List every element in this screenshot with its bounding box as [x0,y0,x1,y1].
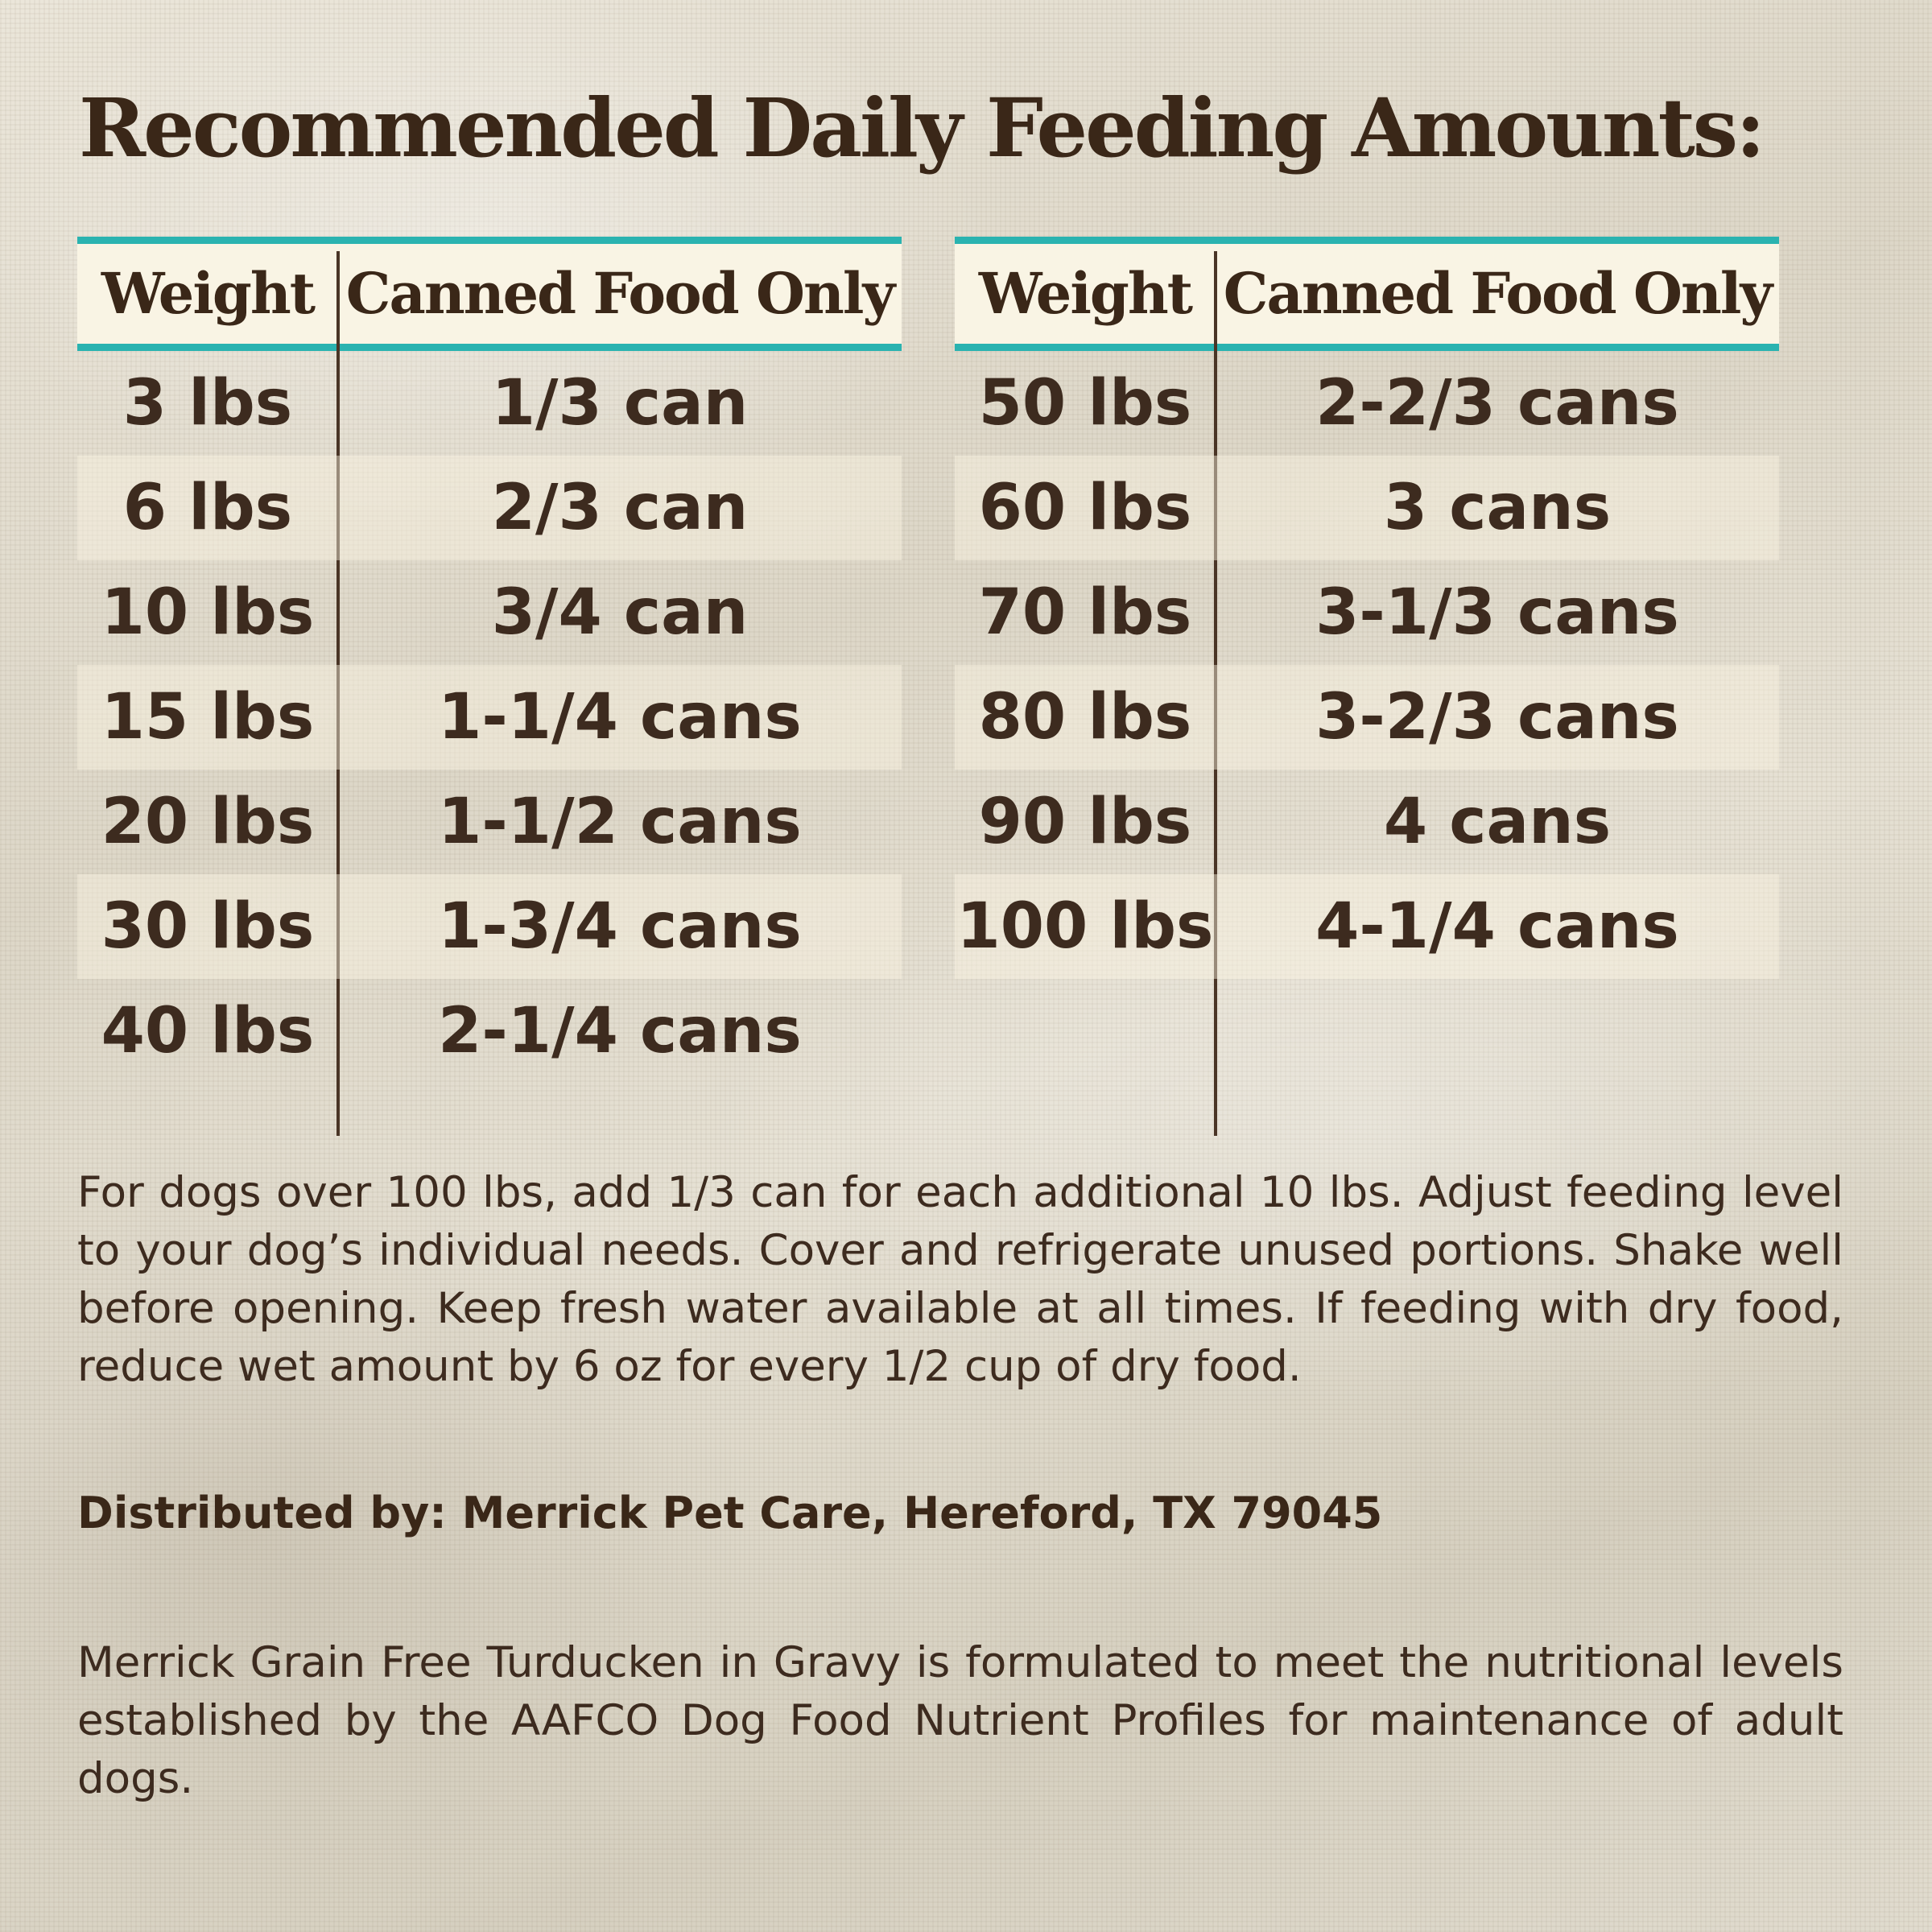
table-row: 3 lbs 1/3 can [77,351,902,456]
weight-cell: 6 lbs [122,472,293,544]
table-row: 70 lbs 3-1/3 cans [955,560,1779,665]
amount-cell: 1-1/2 cans [438,786,802,858]
table-header: Weight Canned Food Only [955,237,1779,351]
weight-cell: 70 lbs [978,576,1192,649]
table-row: 60 lbs 3 cans [955,456,1779,560]
table-row: 50 lbs 2-2/3 cans [955,351,1779,456]
weight-cell: 40 lbs [101,995,315,1067]
amount-column-header: Canned Food Only [1223,260,1773,327]
amount-cell: 1-1/4 cans [438,681,802,753]
table-row: 30 lbs 1-3/4 cans [77,874,902,979]
table-header: Weight Canned Food Only [77,237,902,351]
aafco-statement: Merrick Grain Free Turducken in Gravy is… [77,1638,1843,1803]
weight-cell: 15 lbs [101,681,315,753]
amount-cell: 2-1/4 cans [438,995,802,1067]
amount-cell: 2-2/3 cans [1315,367,1679,440]
table-row: 20 lbs 1-1/2 cans [77,770,902,874]
weight-column-header: Weight [978,260,1193,327]
table-row: 15 lbs 1-1/4 cans [77,665,902,770]
feeding-table-right: Weight Canned Food Only 50 lbs 2-2/3 can… [955,237,1779,1136]
table-row: 100 lbs 4-1/4 cans [955,874,1779,979]
amount-cell: 2/3 can [491,472,749,544]
distributor-line: Distributed by: Merrick Pet Care, Herefo… [77,1488,1383,1538]
table-body: 50 lbs 2-2/3 cans 60 lbs 3 cans 70 lbs 3… [955,251,1779,1136]
table-row: 6 lbs 2/3 can [77,456,902,560]
weight-cell: 10 lbs [101,576,315,649]
table-row: 10 lbs 3/4 can [77,560,902,665]
weight-cell: 20 lbs [101,786,315,858]
weight-cell: 30 lbs [101,890,315,963]
amount-cell: 4-1/4 cans [1315,890,1679,963]
weight-column-header: Weight [101,260,316,327]
weight-cell: 90 lbs [978,786,1192,858]
feeding-table-left: Weight Canned Food Only 3 lbs 1/3 can 6 … [77,237,902,1136]
amount-cell: 3-1/3 cans [1315,576,1679,649]
feeding-instructions: For dogs over 100 lbs, add 1/3 can for e… [77,1168,1843,1391]
amount-cell: 3/4 can [491,576,749,649]
table-row: 40 lbs 2-1/4 cans [77,979,902,1084]
weight-cell: 3 lbs [122,367,293,440]
table-row: 80 lbs 3-2/3 cans [955,665,1779,770]
amount-cell: 1-3/4 cans [438,890,802,963]
column-divider [336,251,340,1136]
amount-cell: 3-2/3 cans [1315,681,1679,753]
amount-column-header: Canned Food Only [345,260,895,327]
weight-cell: 60 lbs [978,472,1192,544]
table-body: 3 lbs 1/3 can 6 lbs 2/3 can 10 lbs 3/4 c… [77,251,902,1136]
weight-cell: 50 lbs [978,367,1192,440]
table-row: 90 lbs 4 cans [955,770,1779,874]
page-title: Recommended Daily Feeding Amounts: [79,80,1765,175]
amount-cell: 4 cans [1383,786,1612,858]
amount-cell: 3 cans [1383,472,1612,544]
weight-cell: 100 lbs [956,890,1214,963]
amount-cell: 1/3 can [491,367,749,440]
column-divider [1214,251,1217,1136]
weight-cell: 80 lbs [978,681,1192,753]
